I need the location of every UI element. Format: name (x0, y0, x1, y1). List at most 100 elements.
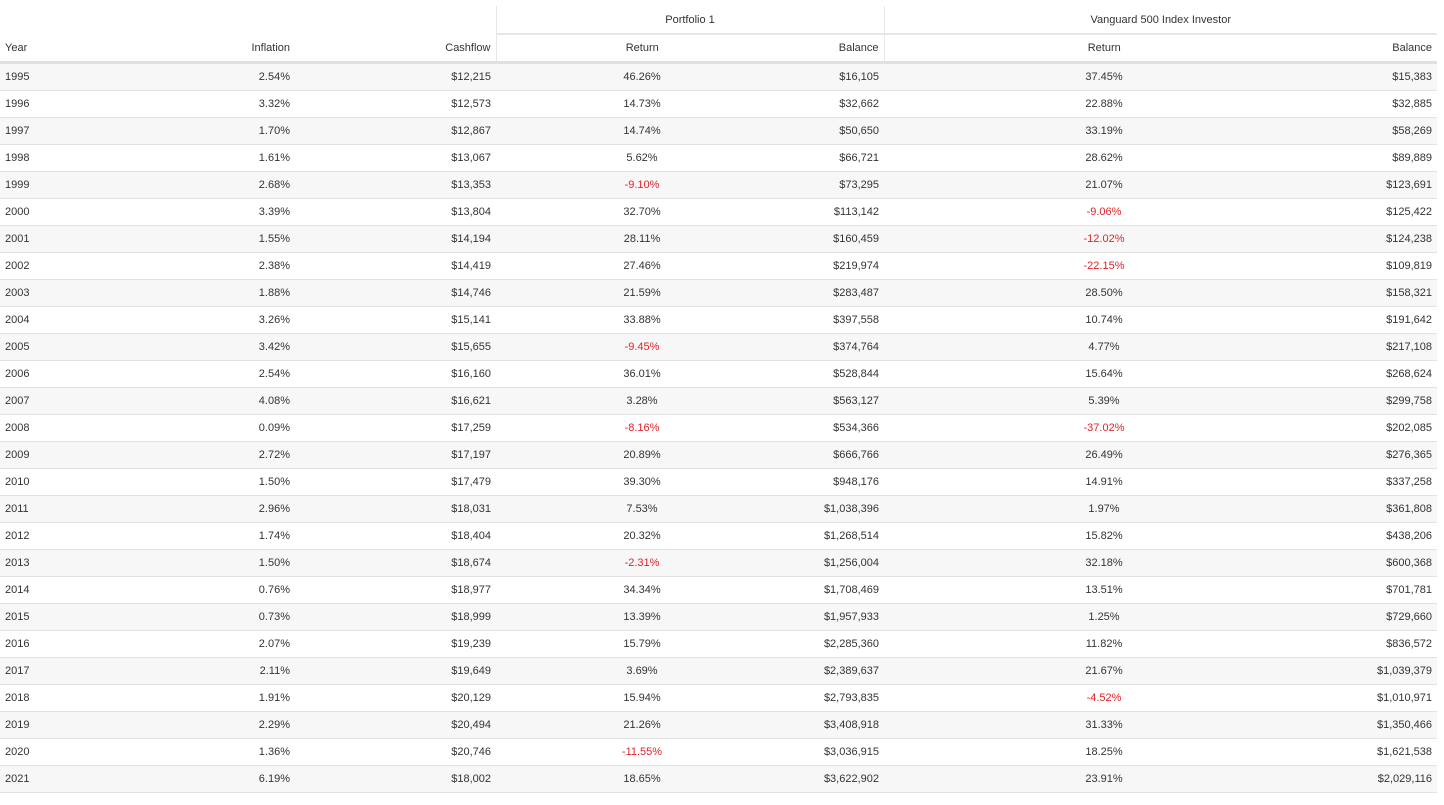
table-cell: $666,766 (788, 441, 884, 469)
table-cell: $125,422 (1324, 198, 1438, 226)
blank-cell (0, 6, 496, 34)
table-cell: 21.59% (496, 279, 788, 307)
table-cell: 2016 (0, 630, 200, 658)
table-cell: $20,746 (295, 738, 496, 766)
table-cell: 5.39% (884, 387, 1324, 415)
table-cell: $1,038,396 (788, 495, 884, 523)
table-cell: $19,239 (295, 630, 496, 658)
table-cell: 2019 (0, 711, 200, 739)
table-cell: $534,366 (788, 414, 884, 442)
table-cell: $15,655 (295, 333, 496, 361)
table-cell: $1,957,933 (788, 603, 884, 631)
table-cell: -9.45% (496, 333, 788, 361)
table-cell: 2010 (0, 468, 200, 496)
table-cell: $12,215 (295, 62, 496, 91)
table-row: 2020 1.36% $20,746 -11.55% $3,036,915 18.25% $… (0, 738, 1438, 766)
table-cell: 27.46% (496, 252, 788, 280)
table-row: 2009 2.72% $17,197 20.89% $666,766 26.49% $276… (0, 441, 1438, 469)
table-cell: $17,259 (295, 414, 496, 442)
table-cell: -8.16% (496, 414, 788, 442)
table-cell: $14,419 (295, 252, 496, 280)
table-cell: 2003 (0, 279, 200, 307)
table-cell: 1.61% (200, 144, 295, 172)
column-header: Year (0, 34, 200, 64)
table-cell: 1.50% (200, 468, 295, 496)
table-cell: 15.94% (496, 684, 788, 712)
table-cell: 1.88% (200, 279, 295, 307)
table-cell: $158,321 (1324, 279, 1438, 307)
column-header-row: Year Inflation Cashflow Return Balance Return… (0, 34, 1438, 64)
table-row: 2011 2.96% $18,031 7.53% $1,038,396 1.97% $361… (0, 495, 1438, 523)
table-cell: $15,141 (295, 306, 496, 334)
table-cell: 2005 (0, 333, 200, 361)
table-cell: $337,258 (1324, 468, 1438, 496)
table-body: 1995 2.54% $12,215 46.26% $16,105 37.45% $15,3… (0, 62, 1438, 793)
table-cell: $17,479 (295, 468, 496, 496)
table-cell: 2014 (0, 576, 200, 604)
table-cell: $18,002 (295, 765, 496, 793)
table-cell: 2.54% (200, 62, 295, 91)
table-cell: $2,285,360 (788, 630, 884, 658)
table-cell: $1,256,004 (788, 549, 884, 577)
table-cell: $73,295 (788, 171, 884, 199)
table-cell: 3.26% (200, 306, 295, 334)
table-cell: 2012 (0, 522, 200, 550)
table-row: 1997 1.70% $12,867 14.74% $50,650 33.19% $58,2… (0, 117, 1438, 145)
table-cell: 2.07% (200, 630, 295, 658)
table-row: 2015 0.73% $18,999 13.39% $1,957,933 1.25% $72… (0, 603, 1438, 631)
table-cell: 11.82% (884, 630, 1324, 658)
table-row: 2016 2.07% $19,239 15.79% $2,285,360 11.82% $8… (0, 630, 1438, 658)
table-cell: $361,808 (1324, 495, 1438, 523)
table-cell: $18,031 (295, 495, 496, 523)
table-row: 2010 1.50% $17,479 39.30% $948,176 14.91% $337… (0, 468, 1438, 496)
table-cell: $836,572 (1324, 630, 1438, 658)
table-cell: $13,804 (295, 198, 496, 226)
table-cell: 2006 (0, 360, 200, 388)
table-cell: $124,238 (1324, 225, 1438, 253)
table-cell: 1996 (0, 90, 200, 118)
table-cell: 33.19% (884, 117, 1324, 145)
table-cell: 18.25% (884, 738, 1324, 766)
table-cell: 2015 (0, 603, 200, 631)
table-cell: 37.45% (884, 62, 1324, 91)
table-cell: 2.38% (200, 252, 295, 280)
table-cell: 2021 (0, 765, 200, 793)
table-cell: $2,389,637 (788, 657, 884, 685)
table-row: 1996 3.32% $12,573 14.73% $32,662 22.88% $32,8… (0, 90, 1438, 118)
table-cell: 2.29% (200, 711, 295, 739)
table-cell: $397,558 (788, 306, 884, 334)
table-cell: 1998 (0, 144, 200, 172)
table-cell: 5.62% (496, 144, 788, 172)
table-row: 2019 2.29% $20,494 21.26% $3,408,918 31.33% $1… (0, 711, 1438, 739)
table-cell: -2.31% (496, 549, 788, 577)
table-cell: 33.88% (496, 306, 788, 334)
column-header: Return (883, 34, 1324, 64)
table-cell: $109,819 (1324, 252, 1438, 280)
table-cell: -11.55% (496, 738, 788, 766)
table-cell: $58,269 (1324, 117, 1438, 145)
table-cell: $20,129 (295, 684, 496, 712)
table-cell: 1995 (0, 62, 200, 91)
table-row: 2003 1.88% $14,746 21.59% $283,487 28.50% $158… (0, 279, 1438, 307)
table-cell: $283,487 (788, 279, 884, 307)
table-cell: $16,621 (295, 387, 496, 415)
table-cell: $160,459 (788, 225, 884, 253)
page: {"table": { "groups": ["Portfolio 1", "V… (0, 6, 1444, 805)
table-cell: $217,108 (1324, 333, 1438, 361)
table-cell: $123,691 (1324, 171, 1438, 199)
table-cell: 1.55% (200, 225, 295, 253)
table-cell: 15.79% (496, 630, 788, 658)
table-cell: 2002 (0, 252, 200, 280)
group-header-row: Portfolio 1 Vanguard 500 Index Investor (0, 6, 1438, 35)
table-cell: 1999 (0, 171, 200, 199)
table-cell: 15.64% (884, 360, 1324, 388)
table-cell: $14,746 (295, 279, 496, 307)
table-cell: $18,977 (295, 576, 496, 604)
table-cell: $729,660 (1324, 603, 1438, 631)
table-cell: 6.19% (200, 765, 295, 793)
table-cell: $563,127 (788, 387, 884, 415)
table-row: 2005 3.42% $15,655 -9.45% $374,764 4.77% $217,… (0, 333, 1438, 361)
table-cell: 2007 (0, 387, 200, 415)
table-cell: $113,142 (788, 198, 884, 226)
table-cell: 1.74% (200, 522, 295, 550)
